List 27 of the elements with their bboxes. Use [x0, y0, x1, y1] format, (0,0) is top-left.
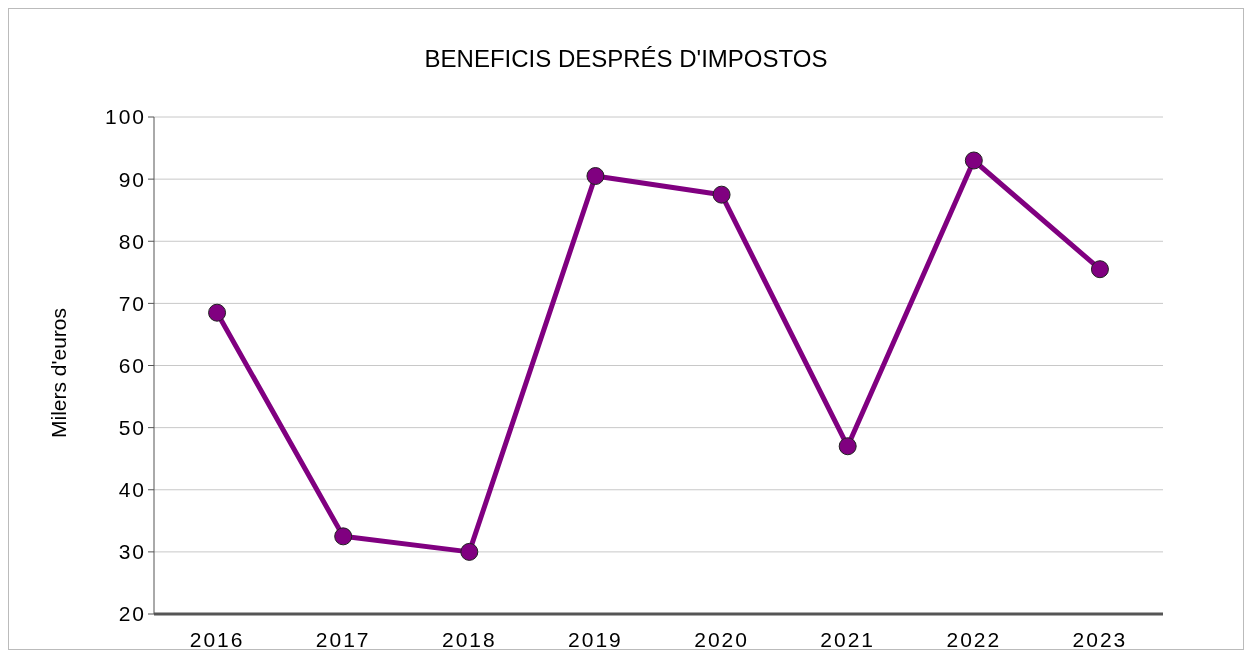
y-axis-title: Milers d'euros	[47, 307, 71, 439]
y-tick-label: 50	[118, 416, 146, 440]
point	[712, 185, 731, 204]
x-tick-label: 2020	[694, 627, 749, 651]
point	[586, 167, 605, 186]
point	[838, 437, 857, 456]
y-tick-label: 40	[118, 478, 146, 502]
y-tick-label: 80	[118, 229, 146, 253]
y-tick-label: 30	[118, 540, 146, 564]
point	[334, 527, 353, 546]
y-tick-label: 70	[118, 291, 146, 315]
x-tick-label: 2017	[315, 627, 371, 651]
x-tick-label: 2019	[568, 627, 623, 651]
y-tick-label: 100	[104, 105, 146, 129]
x-tick-label: 2016	[189, 627, 245, 651]
x-tick-label: 2023	[1072, 627, 1128, 651]
x-tick-label: 2022	[946, 627, 1002, 651]
y-tick-label: 60	[118, 353, 146, 377]
point	[208, 303, 227, 322]
x-tick-label: 2018	[441, 627, 497, 651]
y-tick-label: 20	[118, 602, 146, 626]
point	[460, 542, 479, 561]
chart-title: BENEFICIS DESPRÉS D'IMPOSTOS	[423, 45, 829, 73]
x-tick-label: 2021	[820, 627, 876, 651]
point	[1090, 260, 1109, 279]
point	[964, 151, 983, 170]
y-tick-label: 90	[118, 167, 146, 191]
